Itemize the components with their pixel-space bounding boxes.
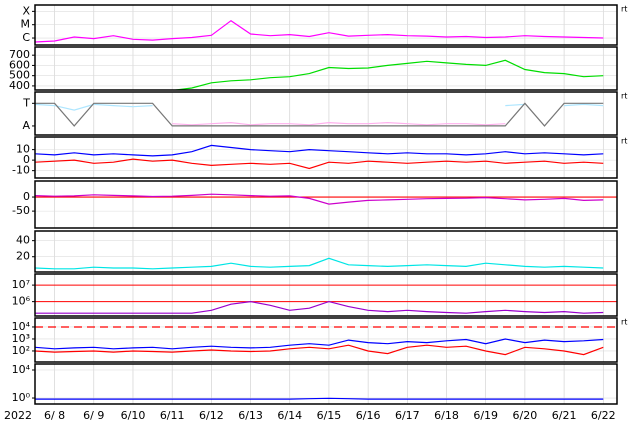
y-tick-label: 0: [23, 153, 30, 166]
series-line: [35, 300, 604, 314]
series-line: [35, 257, 604, 270]
corner-label: rt: [621, 137, 627, 146]
y-tick-label: 700: [9, 48, 30, 61]
y-tick-label: 10⁴: [12, 363, 31, 376]
series-line: [35, 338, 604, 350]
series-line: [35, 144, 604, 157]
y-tick-label: 40: [16, 234, 30, 247]
corner-label: rt: [621, 318, 627, 327]
panel-frame: [34, 363, 618, 405]
x-tick-label: 6/ 8: [44, 409, 65, 422]
x-tick-label: 6/16: [356, 409, 381, 422]
x-tick-label: 6/19: [473, 409, 498, 422]
series-line: [35, 19, 604, 43]
panel-frame: [34, 180, 618, 229]
y-tick-label: T: [22, 96, 30, 109]
x-tick-label: 6/12: [199, 409, 224, 422]
y-tick-label: A: [22, 119, 30, 132]
y-tick-label: 10⁴: [12, 320, 31, 333]
x-tick-label: 6/14: [277, 409, 302, 422]
panel-frame: [34, 317, 618, 363]
y-tick-label: 500: [9, 69, 30, 82]
x-tick-label: 6/10: [121, 409, 146, 422]
y-tick-label: M: [21, 18, 31, 31]
x-tick-label: 6/ 9: [83, 409, 104, 422]
y-tick-label: 600: [9, 58, 30, 71]
panel-frame: [34, 230, 618, 273]
y-tick-label: C: [22, 31, 30, 44]
series-line: [170, 59, 604, 90]
y-tick-label: 10⁰: [12, 391, 31, 404]
x-tick-label: 6/18: [434, 409, 459, 422]
y-tick-label: 10: [16, 143, 30, 156]
series-line: [35, 344, 604, 356]
y-tick-label: 20: [16, 250, 30, 263]
panel-frame: [34, 91, 618, 136]
y-tick-label: -10: [12, 164, 30, 177]
panel-frame: [34, 4, 618, 46]
series-line: [35, 158, 604, 170]
x-tick-label: 6/17: [395, 409, 420, 422]
panel-frame: [34, 273, 618, 317]
panel-frame: [34, 136, 618, 179]
y-tick-label: 10⁷: [12, 278, 30, 291]
year-label: 2022: [4, 409, 32, 422]
y-tick-label: 10³: [12, 332, 30, 345]
y-tick-label: 10²: [12, 344, 30, 357]
y-tick-label: 0: [23, 190, 30, 203]
panel-frame: [34, 46, 618, 91]
y-tick-label: 400: [9, 79, 30, 92]
series-line: [35, 397, 604, 400]
series-line: [35, 103, 604, 111]
series-line: [35, 102, 604, 127]
x-tick-label: 6/20: [513, 409, 538, 422]
x-tick-label: 6/13: [238, 409, 263, 422]
corner-label: rt: [621, 92, 627, 101]
y-tick-label: -50: [12, 204, 30, 217]
y-tick-label: 10⁶: [12, 295, 31, 308]
x-tick-label: 6/15: [317, 409, 342, 422]
x-tick-label: 6/21: [552, 409, 577, 422]
corner-label: rt: [621, 5, 627, 14]
x-tick-label: 6/22: [591, 409, 616, 422]
series-line: [35, 193, 604, 205]
x-tick-label: 6/11: [160, 409, 185, 422]
series-line: [172, 123, 544, 125]
y-tick-label: X: [22, 4, 30, 17]
